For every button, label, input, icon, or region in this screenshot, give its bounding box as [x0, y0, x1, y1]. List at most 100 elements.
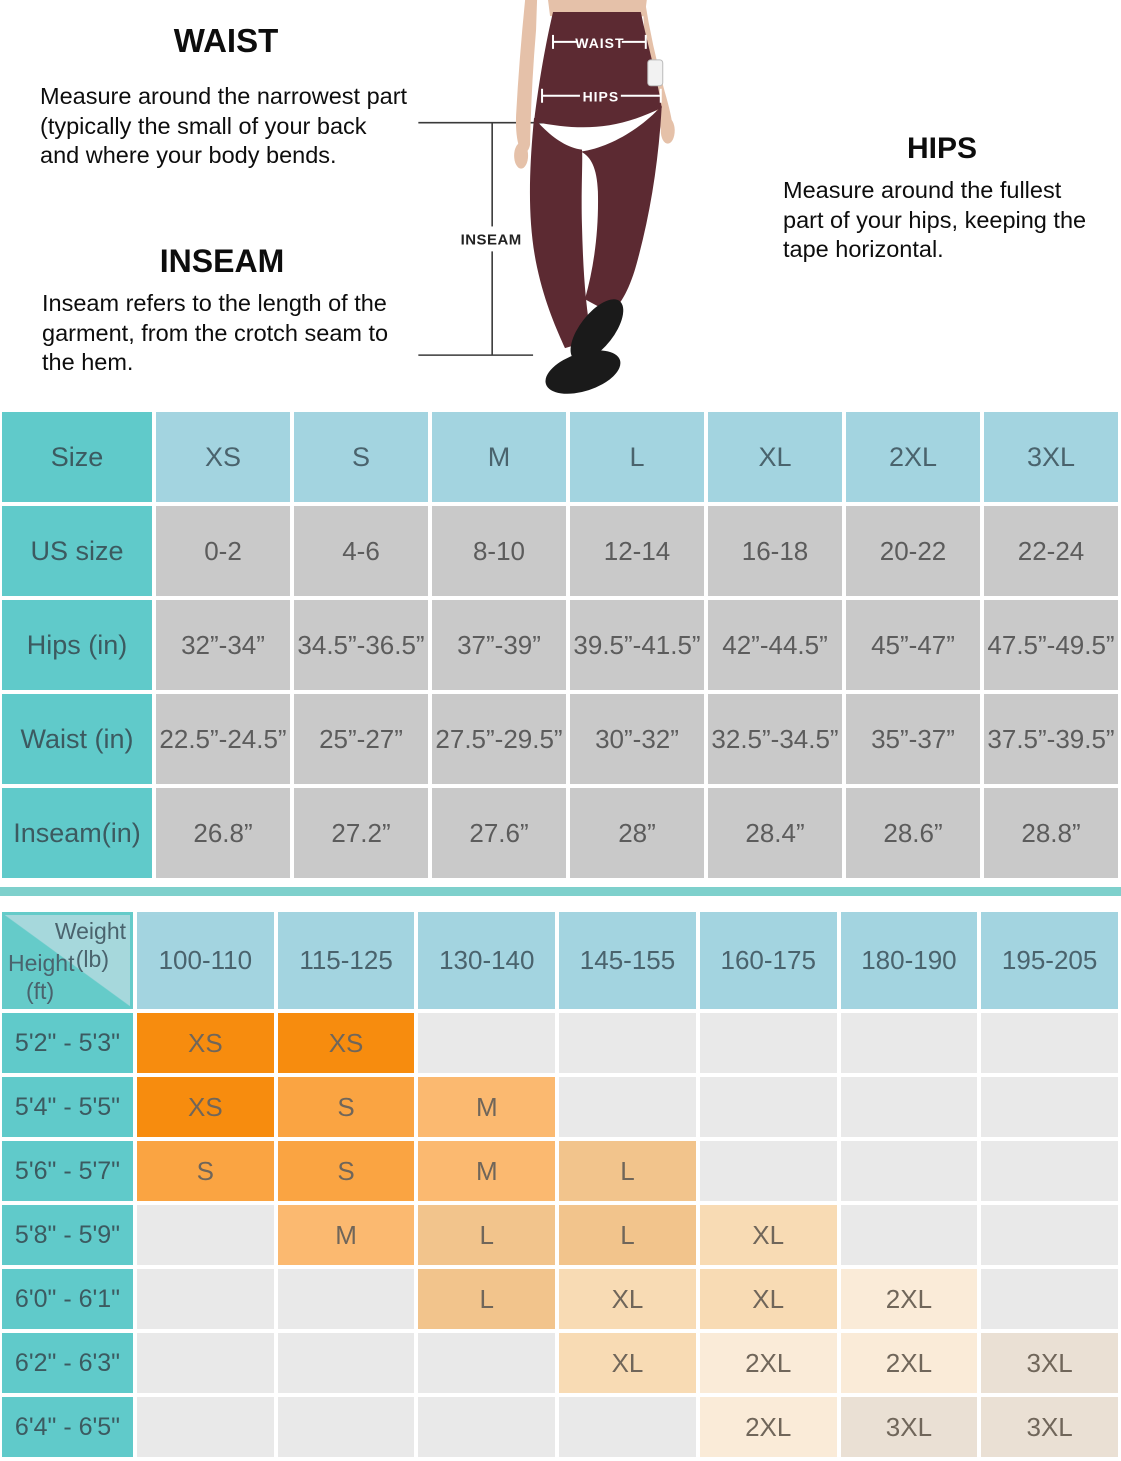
size-cell: 4-6	[294, 506, 428, 596]
fit-size-cell: 3XL	[840, 1397, 978, 1457]
weight-column-header: 130-140	[418, 912, 556, 1009]
size-cell: 12-14	[570, 506, 704, 596]
size-cell: 28.6”	[846, 788, 980, 878]
leggings-model-illustration: WAIST HIPS INSEAM	[418, 0, 675, 394]
corner-weight-unit: (lb)	[75, 946, 109, 972]
fit-size-cell: L	[418, 1205, 556, 1265]
fit-size-cell: S	[277, 1141, 415, 1201]
fit-empty-cell	[277, 1333, 415, 1393]
size-cell: 34.5”-36.5”	[294, 600, 428, 690]
inseam-guide: INSEAM Inseam refers to the length of th…	[42, 243, 402, 378]
fit-empty-cell	[840, 1013, 978, 1073]
size-cell: 0-2	[156, 506, 290, 596]
hips-guide-text: Measure around the fullest part of your …	[783, 177, 1087, 262]
size-cell: 27.6”	[432, 788, 566, 878]
fit-size-cell: 2XL	[840, 1269, 978, 1329]
fit-size-cell: L	[559, 1141, 696, 1201]
weight-column-header: 145-155	[559, 912, 696, 1009]
fit-empty-cell	[840, 1205, 978, 1265]
fit-size-cell: 2XL	[699, 1333, 837, 1393]
fit-empty-cell	[699, 1013, 837, 1073]
fit-size-cell: S	[137, 1141, 274, 1201]
figure-waist-label: WAIST	[575, 35, 624, 51]
fit-empty-cell	[559, 1077, 696, 1137]
fit-empty-cell	[137, 1205, 274, 1265]
fit-size-cell: 3XL	[981, 1333, 1118, 1393]
right-hand	[660, 117, 675, 144]
fit-empty-cell	[981, 1141, 1118, 1201]
fit-size-cell: XS	[137, 1013, 274, 1073]
fit-empty-cell	[981, 1077, 1118, 1137]
fit-empty-cell	[981, 1205, 1118, 1265]
fit-empty-cell	[277, 1397, 415, 1457]
size-cell: 22.5”-24.5”	[156, 694, 290, 784]
size-column-header: XS	[156, 412, 290, 502]
size-column-header: 3XL	[984, 412, 1118, 502]
phone-in-pocket	[647, 59, 664, 87]
weight-column-header: 100-110	[137, 912, 274, 1009]
fit-empty-cell	[137, 1333, 274, 1393]
fit-empty-cell	[981, 1269, 1118, 1329]
fit-empty-cell	[559, 1013, 696, 1073]
hips-guide: HIPS Measure around the fullest part of …	[783, 132, 1101, 265]
size-cell: 27.2”	[294, 788, 428, 878]
fit-size-cell: M	[277, 1205, 415, 1265]
size-cell: 22-24	[984, 506, 1118, 596]
fit-size-cell: XS	[277, 1013, 415, 1073]
fit-size-cell: XS	[137, 1077, 274, 1137]
model-figure: WAIST HIPS INSEAM	[415, 0, 705, 404]
fit-empty-cell	[559, 1397, 696, 1457]
fit-size-cell: XL	[559, 1333, 696, 1393]
fit-empty-cell	[699, 1141, 837, 1201]
fit-empty-cell	[418, 1333, 556, 1393]
size-cell: 37.5”-39.5”	[984, 694, 1118, 784]
fit-empty-cell	[137, 1269, 274, 1329]
fit-size-cell: XL	[699, 1269, 837, 1329]
size-cell: 42”-44.5”	[708, 600, 842, 690]
fit-empty-cell	[137, 1397, 274, 1457]
hips-measure-line	[541, 88, 662, 103]
size-cell: 30”-32”	[570, 694, 704, 784]
size-cell: 28.8”	[984, 788, 1118, 878]
fit-size-cell: L	[418, 1269, 556, 1329]
fit-size-cell: XL	[559, 1269, 696, 1329]
weight-column-header: 180-190	[840, 912, 978, 1009]
size-column-header: M	[432, 412, 566, 502]
corner-weight-label: Weight	[54, 918, 126, 944]
fit-empty-cell	[418, 1013, 556, 1073]
fit-size-cell: M	[418, 1141, 556, 1201]
right-shoe	[570, 299, 624, 362]
fit-empty-cell	[840, 1077, 978, 1137]
size-cell: 45”-47”	[846, 600, 980, 690]
waist-guide-title: WAIST	[173, 22, 279, 59]
size-cell: 26.8”	[156, 788, 290, 878]
fit-empty-cell	[840, 1141, 978, 1201]
weight-column-header: 115-125	[277, 912, 415, 1009]
size-cell: 8-10	[432, 506, 566, 596]
size-row-label: US size	[2, 506, 152, 596]
fit-table: Weight (lb) Height (ft) 100-110 115-125 13…	[2, 912, 1118, 1457]
fit-size-cell: 3XL	[981, 1397, 1118, 1457]
size-column-header: 2XL	[846, 412, 980, 502]
height-row-label: 6'4" - 6'5"	[2, 1397, 133, 1457]
height-row-label: 5'4" - 5'5"	[2, 1077, 133, 1137]
fit-size-cell: XL	[699, 1205, 837, 1265]
separator-bar	[0, 887, 1121, 896]
size-cell: 27.5”-29.5”	[432, 694, 566, 784]
height-row-label: 6'2" - 6'3"	[2, 1333, 133, 1393]
fit-size-cell: S	[277, 1077, 415, 1137]
size-row-label: Waist (in)	[2, 694, 152, 784]
size-cell: 47.5”-49.5”	[984, 600, 1118, 690]
height-row-label: 6'0" - 6'1"	[2, 1269, 133, 1329]
corner-height-unit: (ft)	[26, 978, 55, 1004]
figure-inseam-label: INSEAM	[461, 231, 522, 248]
left-arm	[515, 0, 538, 153]
fit-size-cell: L	[559, 1205, 696, 1265]
fit-size-cell: 2XL	[699, 1397, 837, 1457]
fit-empty-cell	[981, 1013, 1118, 1073]
size-column-header: XL	[708, 412, 842, 502]
height-row-label: 5'2" - 5'3"	[2, 1013, 133, 1073]
size-cell: 28”	[570, 788, 704, 878]
leggings-silhouette	[529, 11, 662, 349]
inseam-guide-title: INSEAM	[159, 243, 285, 279]
